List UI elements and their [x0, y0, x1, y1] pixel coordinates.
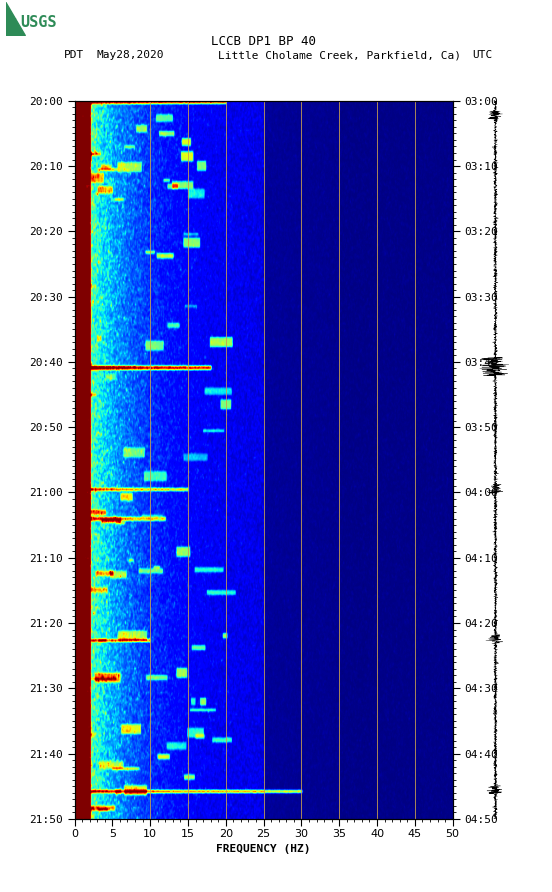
Text: UTC: UTC: [472, 50, 492, 61]
Text: USGS: USGS: [20, 14, 57, 29]
Polygon shape: [6, 2, 15, 36]
Text: May28,2020: May28,2020: [97, 50, 164, 61]
Text: LCCB DP1 BP 40: LCCB DP1 BP 40: [211, 36, 316, 48]
Text: Little Cholame Creek, Parkfield, Ca): Little Cholame Creek, Parkfield, Ca): [218, 50, 461, 61]
Polygon shape: [6, 19, 25, 36]
X-axis label: FREQUENCY (HZ): FREQUENCY (HZ): [216, 844, 311, 855]
Text: PDT: PDT: [63, 50, 84, 61]
